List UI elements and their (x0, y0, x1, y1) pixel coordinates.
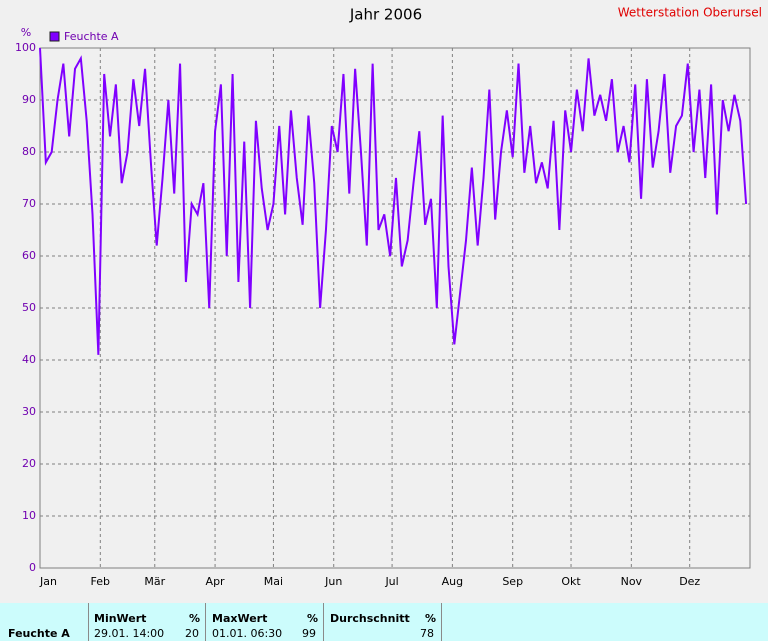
y-tick-label: 50 (22, 301, 36, 314)
station-name: Wetterstation Oberursel (618, 6, 762, 20)
legend-swatch (49, 31, 60, 42)
x-tick-label: Feb (91, 575, 110, 588)
x-tick-label: Jun (324, 575, 342, 588)
y-axis-label: % (21, 26, 31, 39)
x-tick-label: Apr (206, 575, 226, 588)
y-tick-label: 30 (22, 405, 36, 418)
legend-label: Feuchte A (64, 30, 119, 43)
x-tick-label: Jan (39, 575, 57, 588)
min-unit: % (189, 612, 201, 625)
separator (205, 603, 206, 641)
max-title: MaxWert (212, 612, 268, 625)
separator (88, 603, 89, 641)
chart: Jahr 2006 Wetterstation Oberursel % Feuc… (15, 6, 762, 589)
plot-frame (39, 47, 751, 569)
chart-title: Jahr 2006 (349, 6, 422, 24)
summary-table: Feuchte A MinWert % 29.01. 14:00 20 MaxW… (0, 603, 768, 641)
x-tick-label: Okt (561, 575, 581, 588)
max-value: 99 (302, 627, 316, 640)
y-tick-label: 60 (22, 249, 36, 262)
max-unit: % (307, 612, 319, 625)
y-tick-label: 100 (15, 41, 36, 54)
y-tick-label: 40 (22, 353, 36, 366)
series-label: Feuchte A (8, 627, 70, 640)
separator (323, 603, 324, 641)
y-tick-label: 80 (22, 145, 36, 158)
avg-title: Durchschnitt (330, 612, 410, 625)
x-tick-label: Mär (144, 575, 165, 588)
max-time: 01.01. 06:30 (212, 627, 283, 640)
min-title: MinWert (94, 612, 147, 625)
x-tick-label: Sep (502, 575, 523, 588)
data-line (39, 47, 748, 355)
x-tick-label: Mai (264, 575, 283, 588)
y-tick-label: 10 (22, 509, 36, 522)
y-tick-label: 90 (22, 93, 36, 106)
y-tick-label: 70 (22, 197, 36, 210)
separator (441, 603, 442, 641)
y-tick-label: 20 (22, 457, 36, 470)
min-value: 20 (185, 627, 199, 640)
x-tick-label: Aug (442, 575, 463, 588)
avg-unit: % (425, 612, 437, 625)
x-tick-label: Dez (679, 575, 700, 588)
min-time: 29.01. 14:00 (94, 627, 165, 640)
x-tick-label: Nov (621, 575, 643, 588)
avg-value: 78 (420, 627, 434, 640)
y-tick-label: 0 (29, 561, 36, 574)
x-tick-label: Jul (384, 575, 398, 588)
